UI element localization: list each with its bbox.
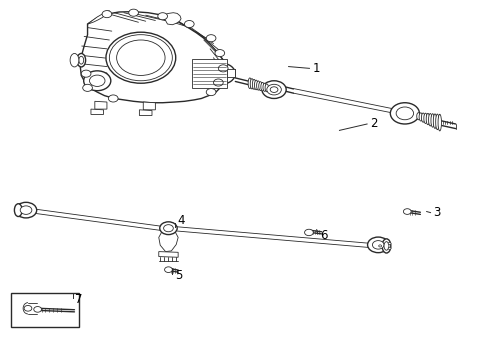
Circle shape	[164, 225, 173, 232]
Circle shape	[391, 103, 419, 124]
Circle shape	[305, 229, 313, 236]
Circle shape	[135, 54, 147, 62]
Circle shape	[117, 40, 165, 76]
Circle shape	[20, 206, 32, 215]
Text: 6: 6	[320, 229, 328, 242]
Circle shape	[109, 35, 172, 81]
Polygon shape	[91, 109, 103, 114]
Ellipse shape	[382, 239, 391, 253]
Circle shape	[160, 222, 177, 235]
Circle shape	[206, 89, 216, 96]
Text: 7: 7	[75, 293, 83, 306]
Circle shape	[165, 267, 172, 273]
Circle shape	[214, 79, 223, 86]
Circle shape	[108, 95, 118, 102]
Ellipse shape	[438, 114, 441, 131]
Ellipse shape	[254, 80, 258, 90]
Circle shape	[206, 63, 235, 84]
Circle shape	[24, 306, 32, 311]
Ellipse shape	[433, 114, 437, 129]
Circle shape	[102, 10, 112, 18]
Circle shape	[372, 240, 384, 249]
Bar	[226, 69, 235, 77]
Ellipse shape	[436, 114, 439, 130]
Ellipse shape	[77, 54, 86, 67]
Circle shape	[388, 247, 391, 249]
Ellipse shape	[257, 81, 260, 90]
Ellipse shape	[416, 113, 420, 120]
Ellipse shape	[248, 78, 251, 89]
Circle shape	[206, 35, 216, 42]
Polygon shape	[192, 59, 226, 88]
Polygon shape	[88, 10, 109, 24]
Ellipse shape	[265, 84, 269, 92]
Circle shape	[34, 306, 42, 312]
Polygon shape	[89, 73, 107, 89]
Ellipse shape	[419, 113, 422, 121]
Text: 1: 1	[313, 62, 320, 75]
Ellipse shape	[384, 242, 389, 250]
Circle shape	[113, 37, 169, 78]
Text: 4: 4	[177, 214, 185, 227]
Ellipse shape	[250, 79, 254, 89]
Ellipse shape	[259, 82, 262, 91]
Circle shape	[368, 237, 389, 253]
Ellipse shape	[261, 82, 264, 91]
Ellipse shape	[263, 83, 267, 91]
Polygon shape	[159, 252, 178, 257]
Circle shape	[270, 87, 278, 93]
Circle shape	[219, 65, 228, 72]
Ellipse shape	[429, 113, 432, 126]
Circle shape	[262, 81, 286, 99]
Ellipse shape	[421, 113, 425, 122]
Circle shape	[396, 107, 414, 120]
Circle shape	[388, 243, 391, 244]
Ellipse shape	[424, 113, 427, 123]
Text: 5: 5	[175, 269, 182, 282]
Ellipse shape	[79, 56, 84, 64]
Ellipse shape	[431, 114, 434, 127]
Circle shape	[212, 67, 229, 80]
Circle shape	[379, 245, 382, 247]
Polygon shape	[163, 13, 181, 25]
Circle shape	[81, 70, 91, 77]
Circle shape	[122, 44, 160, 72]
Ellipse shape	[426, 113, 430, 125]
Text: 3: 3	[433, 206, 441, 219]
Circle shape	[84, 71, 111, 91]
Circle shape	[158, 13, 168, 20]
Ellipse shape	[70, 54, 79, 67]
Polygon shape	[159, 230, 178, 252]
Circle shape	[403, 209, 411, 215]
Circle shape	[83, 84, 93, 91]
Ellipse shape	[252, 80, 256, 89]
Circle shape	[129, 49, 153, 67]
Polygon shape	[95, 101, 107, 109]
Circle shape	[215, 50, 224, 57]
Ellipse shape	[14, 204, 22, 216]
Polygon shape	[143, 102, 155, 110]
Text: 2: 2	[370, 117, 377, 130]
Circle shape	[129, 9, 138, 16]
Circle shape	[267, 84, 281, 95]
Polygon shape	[139, 110, 152, 116]
Polygon shape	[80, 12, 226, 103]
Circle shape	[184, 21, 194, 28]
Circle shape	[90, 75, 105, 86]
Circle shape	[15, 202, 37, 218]
Circle shape	[106, 32, 176, 83]
Bar	[11, 293, 79, 327]
